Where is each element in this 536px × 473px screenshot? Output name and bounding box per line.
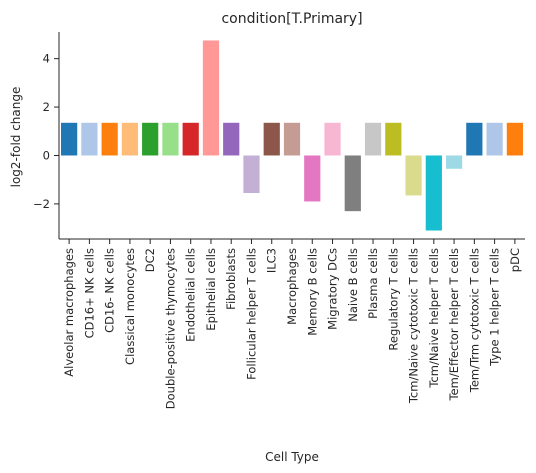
bar xyxy=(121,122,139,156)
x-tick-label: Naive B cells xyxy=(346,248,360,322)
x-tick-label: pDC xyxy=(508,248,522,272)
x-tick-label: Fibroblasts xyxy=(224,248,238,310)
y-tick-label: −2 xyxy=(33,197,50,211)
x-tick-label: Follicular helper T cells xyxy=(244,248,258,380)
x-tick-label: Tem/Trm cytotoxic T cells xyxy=(467,248,481,393)
x-tick-label: Plasma cells xyxy=(366,248,380,319)
bar xyxy=(61,122,78,156)
y-axis: −2 0 2 4 xyxy=(33,32,60,239)
x-tick-label: Macrophages xyxy=(285,248,299,325)
y-tick-label: 0 xyxy=(43,148,50,162)
bar xyxy=(283,122,301,156)
x-tick-label: Epithelial cells xyxy=(204,248,218,331)
bar xyxy=(506,122,523,156)
bar xyxy=(486,122,503,156)
bar xyxy=(466,122,483,156)
bar xyxy=(385,122,402,156)
y-tick-label: 4 xyxy=(43,52,50,66)
bar xyxy=(405,155,422,196)
x-tick-label: CD16+ NK cells xyxy=(82,248,96,338)
bar xyxy=(364,122,382,156)
x-tick-label: DC2 xyxy=(143,248,157,272)
x-axis: Alveolar macrophages CD16+ NK cells CD16- … xyxy=(59,238,525,409)
bar xyxy=(142,122,159,156)
bar xyxy=(243,155,260,193)
y-tick-label: 2 xyxy=(43,100,50,114)
bar xyxy=(263,122,280,156)
x-tick-label: CD16- NK cells xyxy=(103,248,117,333)
x-tick-label: ILC3 xyxy=(265,248,279,273)
x-tick-label: Migratory DCs xyxy=(326,248,340,330)
x-tick-label: Double-positive thymocytes xyxy=(163,248,177,409)
y-axis-label: log2-fold change xyxy=(9,87,23,188)
x-tick-label: Endothelial cells xyxy=(184,248,198,342)
chart-title: condition[T.Primary] xyxy=(221,11,362,27)
bar xyxy=(182,122,199,156)
x-tick-label: Alveolar macrophages xyxy=(62,248,76,377)
x-tick-label: Tcm/Naive cytotoxic T cells xyxy=(407,248,421,404)
bar xyxy=(344,155,361,212)
bar xyxy=(81,122,98,156)
x-tick-label: Tcm/Naive helper T cells xyxy=(427,248,441,389)
bar xyxy=(202,40,220,156)
bar xyxy=(445,155,463,169)
bar xyxy=(324,122,341,156)
bar xyxy=(162,122,179,156)
bars-group xyxy=(61,40,523,231)
x-tick-label: Tem/Effector helper T cells xyxy=(447,248,461,402)
bar xyxy=(223,122,240,156)
x-tick-label: Memory B cells xyxy=(305,248,319,336)
bar xyxy=(101,122,118,156)
x-tick-label: Classical monocytes xyxy=(123,248,137,365)
bar xyxy=(425,155,442,231)
x-tick-label: Type 1 helper T cells xyxy=(488,248,502,367)
x-tick-label: Regulatory T cells xyxy=(386,248,400,351)
x-axis-label: Cell Type xyxy=(265,450,319,464)
bar xyxy=(304,155,321,202)
